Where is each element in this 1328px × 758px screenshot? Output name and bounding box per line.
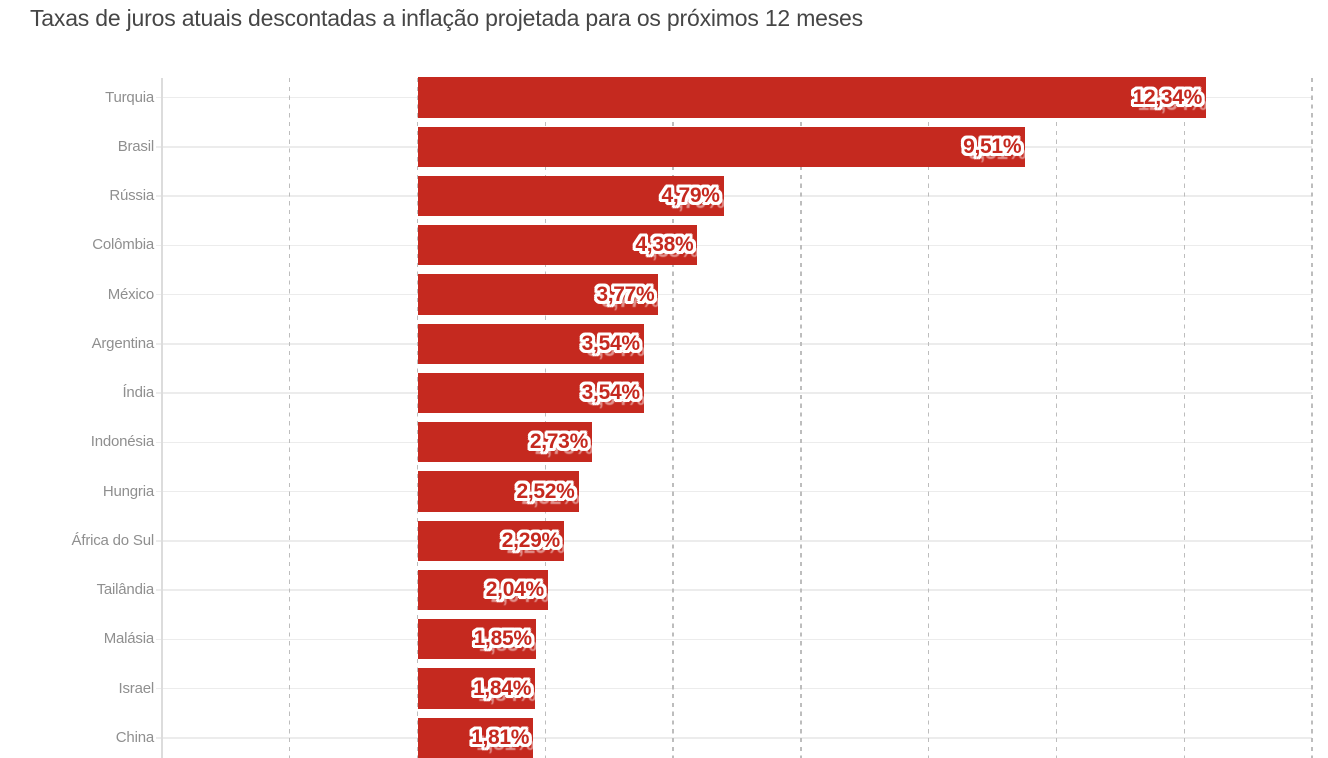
row-gridline (156, 441, 1313, 444)
bar-value-label: 4,79% (661, 184, 720, 208)
row-gridline (156, 638, 1313, 641)
bar[interactable]: 4,38% (417, 225, 698, 266)
x-gridline (544, 77, 546, 758)
bar[interactable]: 2,04% (417, 569, 548, 611)
bar-value-label: 3,54% (581, 381, 640, 405)
bar-value-label: 12,34% (1132, 85, 1203, 109)
category-label: Hungria (102, 482, 154, 500)
bar-value-label: 2,04% (485, 578, 544, 602)
bar[interactable]: 9,51% (417, 126, 1026, 167)
row-gridline (156, 490, 1313, 493)
bar-value-label: 1,85% (473, 627, 532, 651)
bar-value-label: 2,52% (516, 479, 575, 503)
row-gridline (156, 293, 1313, 296)
category-label: Índia (122, 384, 154, 402)
row-gridline (156, 343, 1313, 345)
bar[interactable]: 3,77% (417, 274, 659, 315)
bar[interactable]: 2,73% (417, 422, 592, 463)
bar-value-label: 3,77% (596, 282, 655, 306)
row-gridline (156, 589, 1313, 591)
row-gridline (156, 392, 1313, 394)
bar[interactable]: 2,29% (417, 520, 564, 561)
bar[interactable]: 1,84% (417, 668, 536, 709)
category-label: África do Sul (71, 531, 155, 549)
bar[interactable]: 12,34% (417, 77, 1207, 118)
row-gridline (156, 540, 1313, 542)
bar-value-label: 1,81% (471, 725, 530, 749)
category-label: Argentina (91, 334, 155, 352)
x-gridline (289, 77, 291, 758)
category-label: Indonésia (90, 433, 154, 451)
category-label: Israel (118, 679, 155, 697)
bar-value-label: 9,51% (963, 134, 1022, 158)
category-label: México (107, 285, 155, 303)
bar-value-label: 2,29% (501, 528, 560, 552)
category-label: Colômbia (92, 236, 154, 254)
category-label: Malásia (103, 630, 154, 648)
category-label: Brasil (117, 137, 155, 155)
category-label: Turquia (105, 88, 154, 106)
row-gridline (156, 244, 1313, 247)
bar[interactable]: 3,54% (417, 323, 644, 364)
x-gridline (416, 77, 419, 758)
bar[interactable]: 1,81% (417, 717, 534, 758)
bar-value-label: 1,84% (473, 676, 532, 700)
x-gridline (672, 77, 674, 758)
category-label: China (115, 728, 154, 746)
bar[interactable]: 1,85% (417, 619, 536, 660)
chart-title: Taxas de juros atuais descontadas a infl… (30, 5, 863, 31)
x-gridline (1183, 77, 1185, 758)
bar[interactable]: 4,79% (417, 175, 724, 217)
bar-value-label: 2,73% (529, 430, 588, 454)
bar-value-label: 3,54% (581, 331, 640, 355)
x-gridline (928, 77, 930, 758)
x-gridline (1311, 77, 1313, 758)
row-gridline (156, 737, 1313, 739)
x-gridline (1055, 77, 1058, 758)
y-axis-line (161, 77, 163, 758)
bar-value-label: 4,38% (635, 233, 694, 257)
bar[interactable]: 2,52% (417, 471, 579, 512)
bar[interactable]: 3,54% (417, 372, 644, 414)
row-gridline (156, 687, 1313, 690)
category-label: Rússia (109, 187, 154, 205)
category-label: Tailândia (96, 581, 155, 599)
x-gridline (800, 77, 802, 758)
row-gridline (156, 195, 1313, 197)
